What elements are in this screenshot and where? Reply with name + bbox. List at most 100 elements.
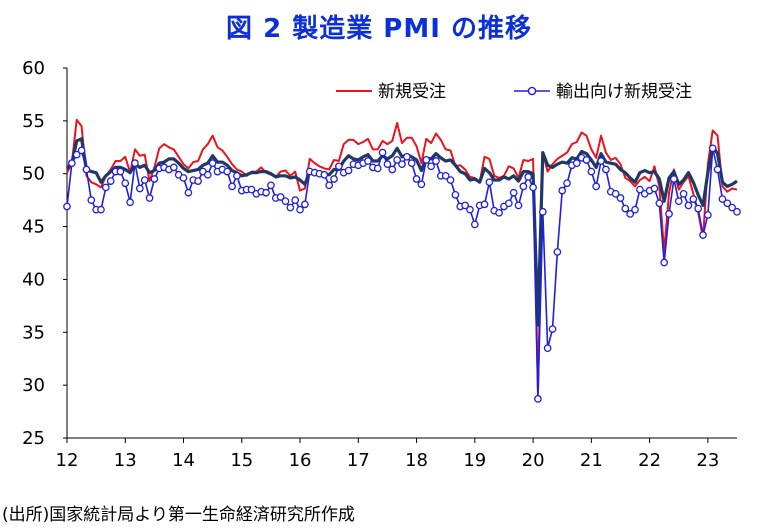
data-point: [495, 208, 503, 217]
series-new-orders: [66, 118, 738, 394]
data-point: [679, 189, 688, 198]
data-point: [684, 201, 693, 210]
data-point: [262, 188, 270, 197]
data-point: [529, 183, 537, 192]
data-point: [611, 189, 620, 198]
data-point: [417, 180, 426, 189]
x-tick-label: 16: [289, 450, 312, 471]
data-point: [432, 157, 440, 165]
legend-marker: [527, 86, 537, 96]
data-point: [63, 202, 71, 211]
data-point: [228, 182, 236, 191]
data-point: [393, 156, 401, 164]
axes: 25 30 35 40 45 50 55 60 12 13 14 15 16 17 18 19 20 21 22 23: [22, 58, 737, 471]
legend-label: 新規受注: [378, 82, 446, 102]
data-point: [403, 152, 411, 161]
data-point: [121, 179, 130, 188]
x-tick-label: 23: [696, 450, 719, 471]
x-tick-label: 18: [405, 450, 428, 471]
data-point: [223, 167, 232, 176]
y-tick-label: 40: [22, 269, 45, 290]
data-point: [704, 211, 712, 219]
data-point: [82, 165, 91, 174]
y-tick-label: 25: [22, 428, 45, 449]
data-point: [670, 175, 678, 183]
data-point: [378, 148, 387, 157]
data-point: [364, 157, 372, 165]
data-point: [145, 194, 154, 202]
data-point: [441, 171, 450, 180]
data-point: [281, 197, 290, 206]
x-tick-label: 14: [172, 450, 195, 471]
data-point: [514, 201, 523, 210]
data-point: [446, 176, 455, 184]
data-point: [728, 203, 736, 212]
data-point: [296, 205, 304, 214]
data-point: [538, 207, 547, 216]
data-point: [101, 183, 110, 192]
y-tick-label: 55: [22, 111, 45, 132]
x-tick-label: 20: [522, 450, 545, 471]
legend-label: 輸出向け新規受注: [556, 82, 692, 102]
data-point: [665, 210, 673, 218]
data-point: [106, 177, 115, 185]
x-tick-label: 17: [347, 450, 370, 471]
data-point: [733, 207, 741, 216]
data-point: [286, 203, 295, 212]
series-line: [65, 137, 738, 327]
y-tick-label: 35: [22, 322, 45, 343]
data-point: [383, 160, 392, 169]
y-tick-label: 30: [22, 375, 45, 396]
data-point: [203, 170, 212, 179]
data-point: [470, 220, 479, 229]
data-point: [592, 182, 601, 191]
data-point: [602, 165, 610, 174]
data-point: [451, 191, 460, 199]
data-point: [519, 182, 528, 191]
data-point: [179, 174, 188, 182]
data-point: [674, 197, 683, 206]
data-point: [504, 199, 513, 208]
data-point: [208, 159, 217, 167]
data-point: [689, 195, 698, 203]
y-tick-label: 50: [22, 164, 45, 185]
data-point: [461, 201, 469, 210]
data-point: [325, 181, 334, 190]
data-point: [150, 175, 159, 183]
data-point: [407, 159, 416, 167]
data-point: [553, 248, 562, 256]
data-point: [135, 184, 144, 193]
data-point: [699, 231, 707, 239]
data-point: [655, 199, 664, 208]
data-point: [422, 156, 431, 164]
data-point: [276, 193, 285, 201]
legend: 新規受注 輸出向け新規受注: [336, 82, 692, 102]
series-export-orders: [63, 144, 741, 403]
data-point: [621, 204, 630, 213]
data-point: [543, 344, 552, 352]
data-point: [631, 205, 639, 214]
chart-title: 図 2 製造業 PMI の推移: [226, 14, 532, 44]
data-point: [650, 184, 659, 193]
data-point: [267, 181, 275, 190]
data-point: [140, 176, 149, 184]
data-point: [626, 210, 635, 218]
data-point: [572, 159, 581, 167]
x-tick-label: 13: [114, 450, 137, 471]
data-point: [320, 170, 329, 179]
x-tick-label: 19: [463, 450, 486, 471]
data-point: [548, 325, 557, 333]
series-line: [66, 118, 738, 394]
y-tick-label: 60: [22, 58, 45, 79]
data-point: [97, 205, 105, 214]
data-point: [509, 188, 518, 197]
data-point: [582, 156, 591, 164]
data-point: [563, 179, 571, 188]
data-point: [534, 395, 542, 403]
data-point: [335, 162, 343, 171]
series-layer: [63, 118, 741, 403]
x-tick-label: 15: [230, 450, 253, 471]
series-headline: [65, 137, 738, 327]
data-point: [388, 165, 397, 174]
x-tick-label: 22: [638, 450, 661, 471]
